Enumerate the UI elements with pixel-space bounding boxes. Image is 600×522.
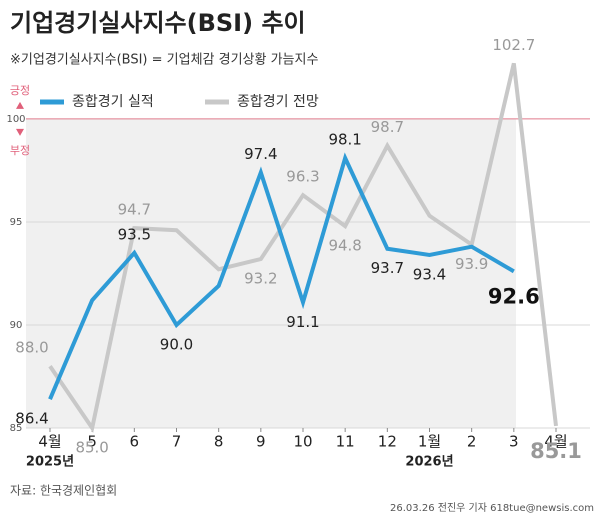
- x-tick-label: 11: [336, 433, 355, 451]
- x-tick-label: 6: [130, 433, 140, 451]
- legend-label: 종합경기 전망: [237, 94, 319, 110]
- x-tick-label: 4월: [38, 433, 61, 451]
- year-label: 2025년: [26, 455, 74, 470]
- chart-subtitle: ※기업경기실사지수(BSI) = 기업체감 경기상황 가늠지수: [10, 53, 318, 68]
- value-label: 85.1: [530, 439, 582, 463]
- series-line: [48, 152, 515, 400]
- chart-title: 기업경기실사지수(BSI) 추이: [10, 9, 306, 37]
- x-tick-label: 5: [87, 433, 97, 451]
- x-tick-label: 7: [172, 433, 182, 451]
- y-tick-label: 85: [10, 423, 23, 434]
- value-label: 98.1: [328, 131, 361, 149]
- year-label: 2026년: [405, 455, 453, 470]
- x-tick-label: 4월: [544, 433, 567, 451]
- x-tick-label: 12: [378, 433, 397, 451]
- value-label: 93.2: [244, 270, 277, 288]
- legend-label: 종합경기 실적: [72, 94, 154, 110]
- value-label: 90.0: [160, 335, 193, 353]
- series-line: [48, 62, 558, 433]
- x-tick-label: 1월: [418, 433, 441, 451]
- value-label: 88.0: [15, 339, 48, 357]
- credit: 26.03.26 전진우 기자 618tue@newsis.com: [390, 502, 594, 514]
- x-tick-label: 9: [256, 433, 266, 451]
- value-label: 102.7: [492, 36, 535, 54]
- down-arrow: [16, 128, 24, 136]
- value-label: 91.1: [286, 313, 319, 331]
- value-label: 93.9: [455, 255, 488, 273]
- plot-background: [26, 118, 516, 428]
- x-tick-label: 3: [509, 433, 519, 451]
- up-arrow: [16, 101, 24, 109]
- negative-label: 부정: [10, 144, 30, 157]
- value-label: 93.4: [413, 265, 446, 283]
- x-tick-label: 10: [293, 433, 312, 451]
- value-label: 96.3: [286, 168, 319, 186]
- value-label: 86.4: [15, 410, 48, 428]
- positive-label: 긍정: [10, 84, 30, 97]
- x-tick-label: 2: [467, 433, 477, 451]
- y-tick-label: 100: [6, 114, 25, 125]
- value-label: 97.4: [244, 145, 277, 163]
- value-label: 92.6: [488, 284, 540, 308]
- y-tick-label: 90: [10, 320, 23, 331]
- value-label: 85.0: [75, 439, 108, 457]
- value-label: 94.7: [118, 201, 151, 219]
- value-label: 98.7: [371, 118, 404, 136]
- y-tick-label: 95: [10, 217, 23, 228]
- value-label: 93.7: [371, 259, 404, 277]
- value-label: 93.5: [118, 225, 151, 243]
- x-tick-label: 8: [214, 433, 224, 451]
- source: 자료: 한국경제인협회: [10, 484, 117, 498]
- value-label: 94.8: [328, 237, 361, 255]
